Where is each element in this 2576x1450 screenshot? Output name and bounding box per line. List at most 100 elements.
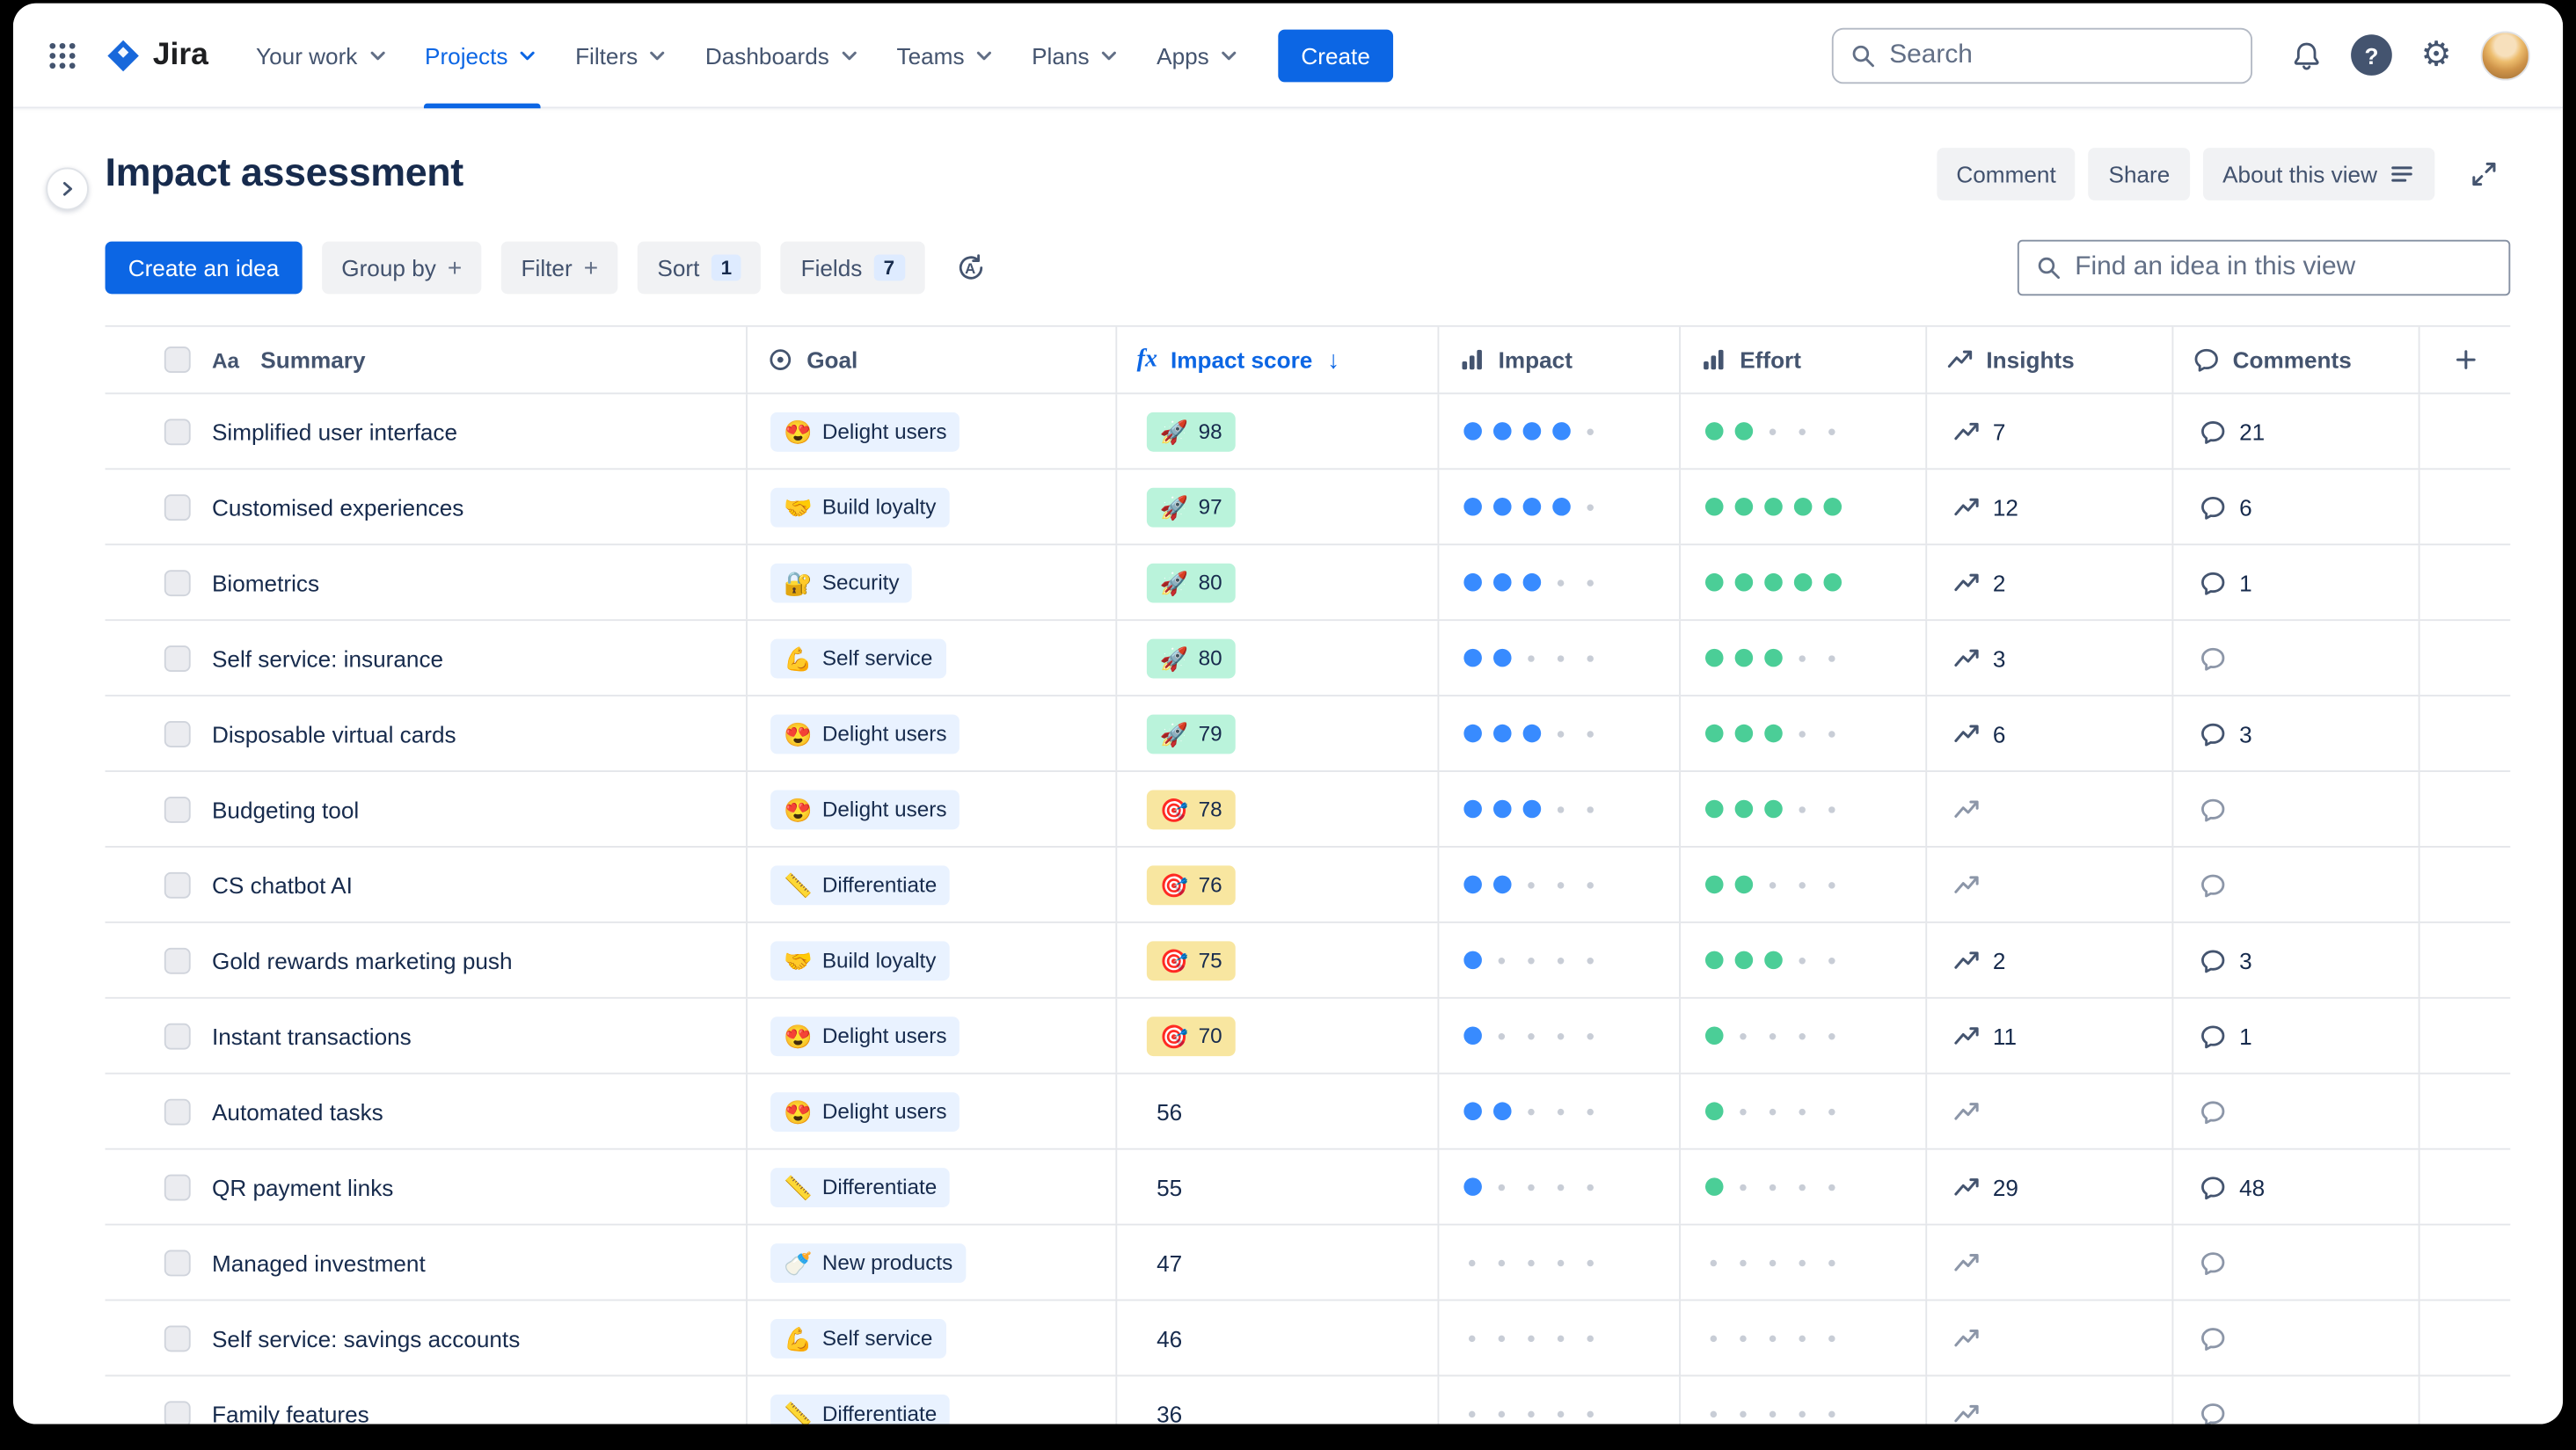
row-checkbox[interactable] (164, 645, 191, 672)
idea-row[interactable]: Customised experiences 🤝 Build loyalty 🚀 97 1… (105, 470, 2511, 546)
goal-cell[interactable]: 🤝 Build loyalty (746, 922, 1115, 997)
effort-cell[interactable] (1679, 545, 1925, 620)
share-button[interactable]: Share (2089, 148, 2190, 200)
insights-cell[interactable] (1925, 847, 2171, 922)
comments-cell[interactable]: 1 (2171, 998, 2418, 1073)
app-switcher-button[interactable] (36, 29, 89, 82)
effort-cell[interactable] (1679, 1376, 1925, 1424)
nav-item-teams[interactable]: Teams (879, 4, 1014, 108)
summary-column-header[interactable]: Aa Summary (106, 327, 747, 393)
idea-row[interactable]: Disposable virtual cards 😍 Delight users 🚀 7… (105, 696, 2511, 772)
row-checkbox[interactable] (164, 1097, 191, 1125)
create-button[interactable]: Create (1278, 28, 1394, 82)
sidebar-expand-button[interactable] (46, 167, 89, 211)
impact-cell[interactable] (1437, 1376, 1680, 1424)
effort-cell[interactable] (1679, 394, 1925, 469)
effort-cell[interactable] (1679, 1225, 1925, 1300)
impact-cell[interactable] (1437, 1149, 1680, 1224)
insights-cell[interactable]: 6 (1925, 696, 2171, 771)
insights-cell[interactable] (1925, 1301, 2171, 1375)
summary-cell[interactable]: Self service: savings accounts (106, 1301, 747, 1374)
summary-cell[interactable]: Family features (106, 1376, 747, 1424)
impact-score-cell[interactable]: 47 (1115, 1225, 1437, 1300)
summary-cell[interactable]: CS chatbot AI (106, 848, 747, 922)
row-checkbox[interactable] (164, 946, 191, 973)
impact-score-column-header[interactable]: fx Impact score ↓ (1115, 326, 1437, 393)
summary-cell[interactable]: Gold rewards marketing push (106, 923, 747, 997)
summary-cell[interactable]: Instant transactions (106, 999, 747, 1073)
row-checkbox[interactable] (164, 1324, 191, 1352)
effort-cell[interactable] (1679, 922, 1925, 997)
nav-item-projects[interactable]: Projects (406, 4, 557, 108)
idea-row[interactable]: Self service: savings accounts 💪 Self serv… (105, 1301, 2511, 1377)
summary-cell[interactable]: Biometrics (106, 545, 747, 619)
row-checkbox[interactable] (164, 1400, 191, 1424)
goal-cell[interactable]: 😍 Delight users (746, 771, 1115, 847)
goal-cell[interactable]: 📏 Differentiate (746, 847, 1115, 922)
impact-score-cell[interactable]: 🚀 97 (1115, 470, 1437, 544)
comments-cell[interactable]: 21 (2171, 394, 2418, 469)
effort-cell[interactable] (1679, 1301, 1925, 1375)
idea-row[interactable]: Family features 📏 Differentiate 36 (106, 1376, 2511, 1424)
impact-cell[interactable] (1437, 394, 1680, 469)
comments-cell[interactable] (2171, 1074, 2418, 1148)
impact-column-header[interactable]: Impact (1437, 326, 1680, 393)
summary-cell[interactable]: Disposable virtual cards (106, 696, 747, 770)
insights-cell[interactable]: 12 (1925, 470, 2171, 544)
row-checkbox[interactable] (164, 1249, 191, 1276)
impact-score-cell[interactable]: 55 (1115, 1149, 1437, 1224)
filter-button[interactable]: Filter + (501, 241, 618, 295)
impact-cell[interactable] (1437, 1074, 1680, 1148)
impact-cell[interactable] (1437, 847, 1680, 922)
comments-cell[interactable] (2171, 1376, 2418, 1424)
insights-cell[interactable]: 3 (1925, 621, 2171, 696)
comment-button[interactable]: Comment (1936, 148, 2076, 200)
impact-cell[interactable] (1437, 621, 1680, 696)
idea-row[interactable]: Managed investment 🍼 New products 47 (105, 1225, 2511, 1301)
goal-cell[interactable]: 😍 Delight users (746, 394, 1115, 469)
effort-cell[interactable] (1679, 470, 1925, 544)
nav-item-dashboards[interactable]: Dashboards (687, 4, 879, 108)
idea-row[interactable]: Simplified user interface 😍 Delight users 🚀… (105, 394, 2511, 470)
impact-score-cell[interactable]: 🎯 70 (1115, 998, 1437, 1073)
effort-cell[interactable] (1679, 771, 1925, 847)
comments-cell[interactable] (2171, 1225, 2418, 1300)
nav-item-your-work[interactable]: Your work (238, 4, 407, 108)
effort-column-header[interactable]: Effort (1679, 326, 1925, 393)
fullscreen-button[interactable] (2458, 148, 2511, 200)
help-button[interactable]: ? (2351, 34, 2392, 76)
find-idea-search[interactable] (2017, 239, 2511, 296)
global-search-input[interactable] (1889, 40, 2235, 70)
impact-cell[interactable] (1437, 998, 1680, 1073)
effort-cell[interactable] (1679, 1149, 1925, 1224)
insights-cell[interactable]: 11 (1925, 998, 2171, 1073)
insights-cell[interactable] (1925, 1225, 2171, 1300)
idea-row[interactable]: Gold rewards marketing push 🤝 Build loyalt… (105, 922, 2511, 999)
impact-score-cell[interactable]: 🎯 76 (1115, 847, 1437, 922)
comments-cell[interactable] (2171, 847, 2418, 922)
effort-cell[interactable] (1679, 847, 1925, 922)
impact-cell[interactable] (1437, 922, 1680, 997)
impact-score-cell[interactable]: 56 (1115, 1074, 1437, 1148)
goal-cell[interactable]: 🔐 Security (746, 545, 1115, 620)
goal-cell[interactable]: 📏 Differentiate (746, 1376, 1115, 1424)
impact-cell[interactable] (1437, 470, 1680, 544)
goal-cell[interactable]: 💪 Self service (746, 1301, 1115, 1375)
jira-logo[interactable]: Jira (106, 37, 208, 73)
find-idea-input[interactable] (2075, 252, 2492, 283)
comments-cell[interactable]: 1 (2171, 545, 2418, 620)
insights-column-header[interactable]: Insights (1925, 326, 2171, 393)
impact-cell[interactable] (1437, 545, 1680, 620)
effort-cell[interactable] (1679, 621, 1925, 696)
global-search[interactable] (1831, 26, 2253, 84)
row-checkbox[interactable] (164, 720, 191, 747)
row-checkbox[interactable] (164, 493, 191, 521)
goal-cell[interactable]: 😍 Delight users (746, 1074, 1115, 1148)
insights-cell[interactable]: 29 (1925, 1149, 2171, 1224)
notifications-button[interactable] (2280, 29, 2333, 82)
add-column-button[interactable] (2418, 326, 2511, 393)
comments-cell[interactable]: 6 (2171, 470, 2418, 544)
comments-cell[interactable] (2171, 1301, 2418, 1375)
impact-score-cell[interactable]: 🎯 78 (1115, 771, 1437, 847)
create-idea-button[interactable]: Create an idea (105, 241, 303, 295)
